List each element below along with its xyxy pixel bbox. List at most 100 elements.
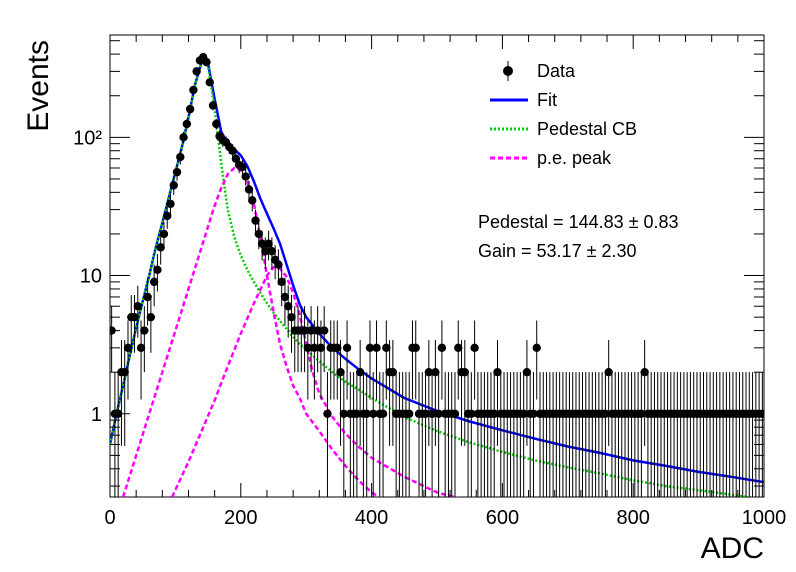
data-point [267,247,277,256]
data-point [333,343,342,353]
x-tick-label: 400 [355,507,388,529]
x-tick-label: 800 [617,507,650,529]
data-point [493,367,502,377]
data-point [238,162,247,172]
curve-pedestal-cb [110,57,756,497]
data-point [313,326,322,335]
curve-fit [110,56,764,484]
data-point [388,367,398,377]
y-tick-label: 10² [73,127,102,149]
x-tick-label: 200 [224,507,257,529]
data-point [382,343,391,353]
data-point [172,167,182,177]
data-point [140,326,149,335]
x-tick-label: 600 [486,507,519,529]
data-point [306,326,316,335]
data-point [300,326,309,335]
x-tick-label: 1000 [742,507,787,529]
data-point [529,409,538,418]
data-point [280,292,290,302]
data-point [159,229,169,239]
data-point [133,302,142,311]
data-point [192,67,201,76]
data-point [156,243,165,252]
data-point [522,367,532,377]
legend-label: Fit [537,90,557,110]
y-tick-label: 10 [80,266,102,288]
data-point [310,343,319,353]
data-point [274,260,283,269]
data-point [637,409,646,418]
data-point [146,312,156,322]
data-point [163,211,172,221]
data-point [287,312,296,322]
data-point [212,119,221,129]
data-point [248,196,257,205]
data-point [450,409,460,418]
data-point [153,265,162,275]
data-point [264,239,273,248]
data-point [149,277,159,287]
data-point [411,343,420,353]
data-point [454,343,463,353]
data-point [640,367,649,377]
data-point [434,409,443,418]
data-point [303,343,313,353]
data-point [241,172,250,181]
data-point [365,343,375,353]
legend: Data Fit Pedestal CB p.e. peak [490,61,637,168]
data-point [123,343,133,353]
data-point [405,409,414,418]
legend-label: Pedestal CB [537,119,637,139]
data-point [284,302,293,311]
data-point [136,343,146,353]
data-point [470,343,479,353]
data-point [355,367,365,377]
data-point [460,367,469,377]
data-point [228,146,237,155]
data-point [467,409,476,418]
data-point [323,409,332,418]
data-point [490,409,499,418]
data-point [378,409,388,418]
data-point [120,367,129,377]
data-point [189,85,198,95]
data-point [261,247,270,256]
x-axis-label: ADC [701,532,764,565]
data-point [319,326,329,335]
fit-annotations: Pedestal = 144.83 ± 0.83 Gain = 53.17 ± 2… [478,212,679,261]
data-point [369,409,378,418]
data-point [166,199,175,209]
data-point [182,119,192,129]
data-point [185,104,195,114]
data-point [254,229,263,239]
legend-marker [503,66,513,76]
data-point [251,216,260,225]
data-point [519,409,528,418]
data-point [601,409,610,418]
legend-label: Data [537,61,576,81]
fit-result-text: Gain = 53.17 ± 2.30 [478,241,637,261]
data-point [352,409,362,418]
data-point [339,409,349,418]
data-point [202,57,211,67]
axes: 0 200 400 600 800 1000 1 10 10² [73,35,786,529]
y-axis-label: Events [22,40,55,132]
data-point [431,367,440,377]
data-point [437,343,447,353]
plot-frame [109,34,765,498]
legend-label: p.e. peak [537,148,612,168]
x-tick-label: 0 [104,507,115,529]
data-point [205,78,214,87]
data-point [372,343,381,353]
data-point [277,277,286,287]
fit-result-text: Pedestal = 144.83 ± 0.83 [478,212,679,232]
fit-curves [110,56,764,497]
data-points [110,52,764,497]
data-point [342,343,352,353]
data-point [421,409,430,418]
data-point [336,367,345,377]
data-point [244,185,254,194]
data-point [130,312,139,322]
